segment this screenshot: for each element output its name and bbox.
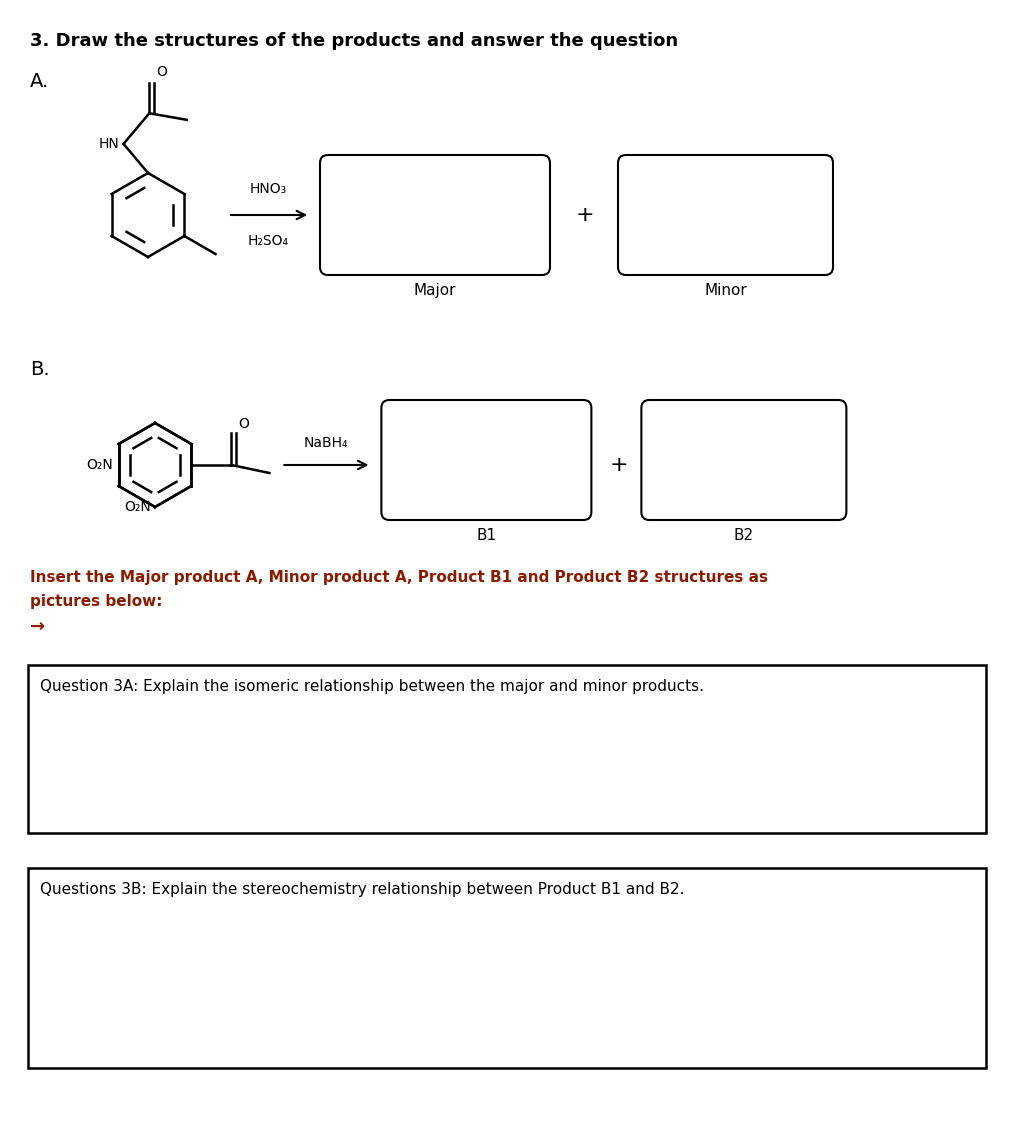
FancyBboxPatch shape [381, 400, 591, 520]
Text: HNO₃: HNO₃ [249, 182, 287, 197]
Text: →: → [30, 618, 46, 636]
Text: O₂N: O₂N [86, 458, 113, 471]
Text: pictures below:: pictures below: [30, 594, 162, 609]
Text: Insert the Major product A, Minor product A, Product B1 and Product B2 structure: Insert the Major product A, Minor produc… [30, 570, 768, 585]
Text: B2: B2 [734, 528, 754, 543]
Text: +: + [610, 456, 629, 475]
FancyBboxPatch shape [642, 400, 847, 520]
Text: O₂N: O₂N [125, 500, 151, 513]
Text: Questions 3B: Explain the stereochemistry relationship between Product B1 and B2: Questions 3B: Explain the stereochemistr… [40, 882, 684, 897]
Text: NaBH₄: NaBH₄ [304, 436, 349, 450]
FancyBboxPatch shape [320, 154, 550, 275]
Text: O: O [156, 65, 167, 80]
Text: A.: A. [30, 72, 50, 91]
FancyBboxPatch shape [618, 154, 832, 275]
Text: Minor: Minor [704, 283, 747, 298]
Text: +: + [576, 204, 594, 225]
Text: HN: HN [98, 137, 120, 151]
Text: Major: Major [414, 283, 456, 298]
Text: O: O [238, 417, 249, 431]
Text: B1: B1 [477, 528, 497, 543]
Text: H₂SO₄: H₂SO₄ [247, 234, 289, 248]
Bar [28, 868, 986, 1068]
Text: 3. Draw the structures of the products and answer the question: 3. Draw the structures of the products a… [30, 32, 678, 50]
Text: B.: B. [30, 360, 50, 379]
Bar [28, 665, 986, 833]
Text: Question 3A: Explain the isomeric relationship between the major and minor produ: Question 3A: Explain the isomeric relati… [40, 679, 704, 694]
